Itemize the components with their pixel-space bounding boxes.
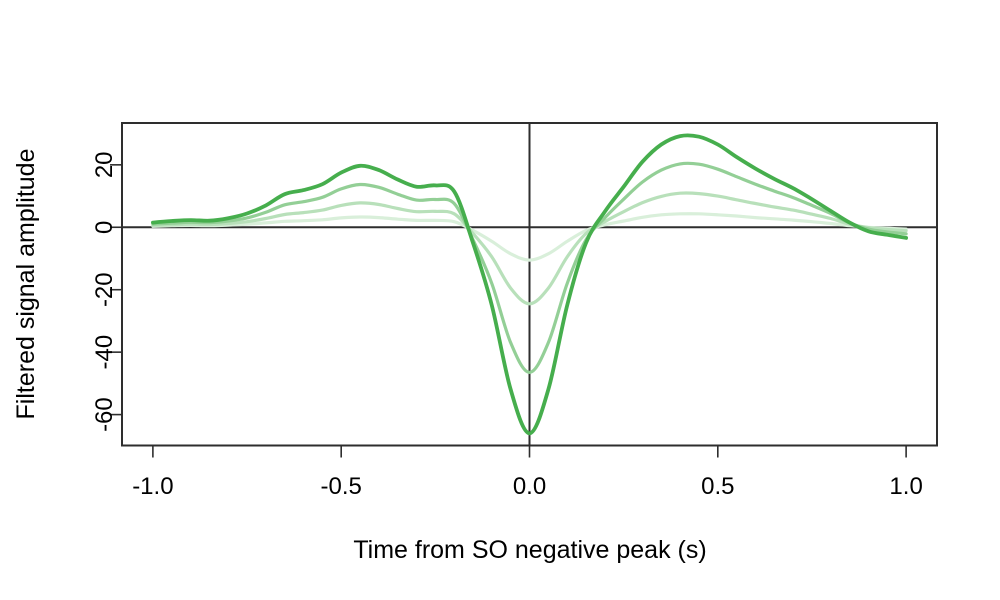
curve-series-4-lightest [151, 212, 908, 262]
y-tick-label: -40 [91, 335, 118, 370]
x-axis-title: Time from SO negative peak (s) [353, 536, 706, 564]
x-tick-label: 0.0 [513, 473, 546, 500]
x-tick-label: 0.5 [701, 473, 734, 500]
x-axis-ticks: -1.0 -0.5 0.0 0.5 1.0 [132, 445, 923, 500]
y-tick-label: 0 [91, 221, 118, 234]
x-tick-label: -0.5 [321, 473, 362, 500]
y-axis-title: Filtered signal amplitude [12, 149, 40, 420]
curve-series-1-darkest [151, 133, 908, 436]
y-tick-label: -20 [91, 272, 118, 307]
y-tick-label: -60 [91, 397, 118, 432]
y-axis-ticks: -60 -40 -20 0 20 [91, 151, 122, 432]
curve-series-2 [151, 161, 908, 374]
series-curves [151, 133, 908, 436]
x-tick-label: -1.0 [132, 473, 173, 500]
x-tick-label: 1.0 [889, 473, 922, 500]
y-tick-label: 20 [91, 151, 118, 178]
curve-series-3 [151, 191, 908, 306]
reference-lines [122, 123, 937, 446]
